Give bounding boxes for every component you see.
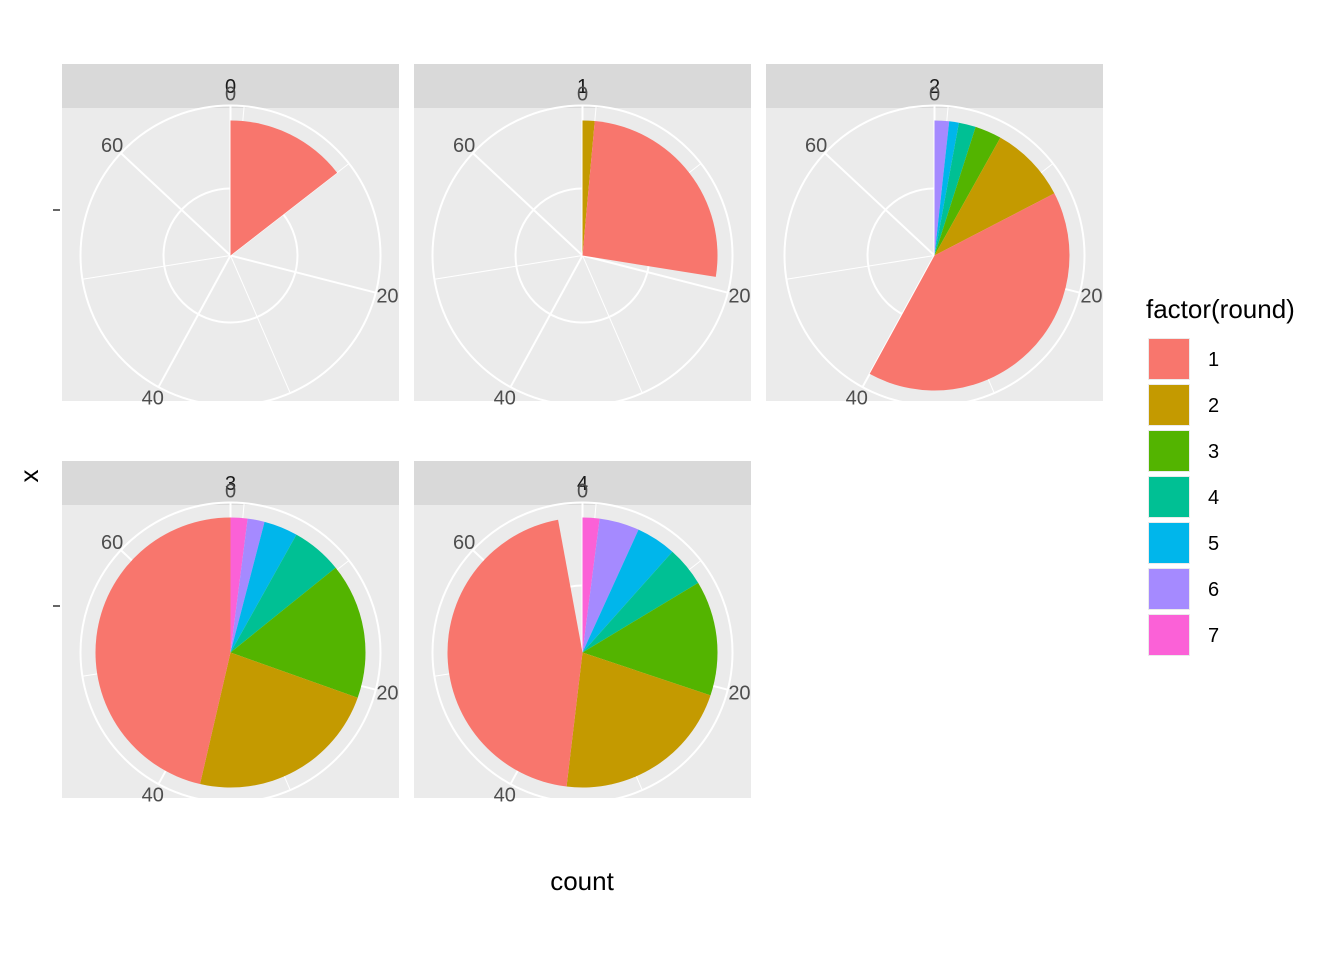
pie-slice-round-5	[582, 529, 673, 653]
facet-strip	[414, 461, 751, 505]
theta-tick-label: 0	[577, 84, 588, 106]
theta-tick-label: 0	[225, 481, 236, 503]
legend-entry-label: 5	[1208, 533, 1219, 555]
facet-strip-label: 2	[929, 76, 940, 98]
facet-panel-4: 40 20 40 60	[414, 461, 751, 807]
legend-entry-label: 2	[1208, 395, 1219, 417]
major-grid-line	[509, 255, 584, 388]
facet-panel-3: 30 20 40 60	[62, 461, 399, 807]
theta-tick-label: 20	[728, 286, 750, 308]
minor-grid-line	[434, 255, 583, 280]
major-grid-line	[230, 254, 377, 294]
minor-grid-line	[786, 255, 935, 280]
major-grid-line	[120, 152, 232, 257]
pie-slice-round-1	[95, 517, 231, 785]
theta-tick-label: 40	[142, 785, 164, 807]
facet-strip	[766, 64, 1103, 108]
legend-entry-label: 7	[1208, 625, 1219, 647]
facet-strip	[62, 64, 399, 108]
legend-entry-label: 6	[1208, 579, 1219, 601]
facet-strip-label: 0	[225, 76, 236, 98]
pie-slice-round-3	[230, 567, 366, 698]
pie-slice-round-2	[934, 137, 1055, 256]
theta-tick-label: 40	[142, 388, 164, 410]
pie-slice-round-1	[447, 519, 583, 787]
axes: count x	[14, 209, 615, 896]
pie-slice-round-3	[934, 126, 1001, 256]
legend-entry-label: 4	[1208, 487, 1219, 509]
legend-title: factor(round)	[1146, 294, 1295, 324]
pie-slice-round-6	[582, 518, 639, 653]
pie-slice-round-4	[582, 551, 699, 653]
legend-entry-label: 1	[1208, 349, 1219, 371]
outer-grid-circle	[79, 104, 382, 407]
theta-tick-label: 20	[728, 683, 750, 705]
minor-grid-line	[582, 255, 643, 394]
major-grid-line	[582, 254, 729, 294]
theta-tick-label: 60	[805, 135, 827, 157]
pie-slice-round-3	[582, 582, 718, 696]
y-axis-title: x	[14, 470, 44, 483]
outer-grid-circle	[783, 104, 1086, 407]
theta-tick-label: 20	[376, 683, 398, 705]
pie-slice-round-1	[230, 120, 338, 256]
legend-key-swatch	[1149, 385, 1189, 425]
pie-slice-round-2	[566, 652, 711, 788]
pie-slice-round-7	[230, 517, 248, 653]
pie-slice-round-4	[934, 122, 976, 256]
legend-key-swatch	[1149, 569, 1189, 609]
theta-tick-label: 60	[453, 532, 475, 554]
pie-slice-round-2	[582, 120, 595, 256]
major-grid-line	[824, 152, 936, 257]
minor-grid-line	[82, 255, 231, 280]
facet-strip-label: 4	[577, 473, 588, 495]
pie-slice-round-5	[230, 521, 297, 653]
x-axis-title: count	[550, 866, 614, 896]
pie-slice-round-6	[230, 518, 265, 653]
theta-tick-label: 20	[376, 286, 398, 308]
facet-panel-2: 20 20 40 60	[766, 64, 1103, 410]
legend-key-swatch	[1149, 615, 1189, 655]
theta-tick-label: 0	[577, 481, 588, 503]
pie-slice-round-7	[582, 517, 600, 653]
facet-strip	[414, 64, 751, 108]
major-grid-line	[472, 152, 584, 257]
major-grid-line	[157, 255, 232, 388]
legend-key-swatch	[1149, 339, 1189, 379]
theta-tick-label: 0	[929, 84, 940, 106]
theta-tick-label: 20	[1080, 286, 1102, 308]
theta-tick-label: 60	[101, 135, 123, 157]
pie-slice-round-1	[869, 193, 1070, 391]
facet-panel-1: 10 20 40 60	[414, 64, 751, 410]
outer-grid-circle	[431, 501, 734, 804]
outer-grid-circle	[79, 501, 382, 804]
minor-grid-line	[230, 255, 291, 394]
minor-grid-line	[230, 163, 350, 256]
pie-slice-round-2	[200, 652, 358, 788]
legend: factor(round) 1 2 3 4 5 6 7	[1146, 294, 1295, 656]
theta-tick-label: 40	[846, 388, 868, 410]
theta-tick-label: 0	[225, 84, 236, 106]
theta-tick-label: 40	[494, 388, 516, 410]
facet-strip	[62, 461, 399, 505]
pie-slice-round-4	[230, 534, 336, 653]
theta-tick-label: 40	[494, 785, 516, 807]
outer-grid-circle	[431, 104, 734, 407]
legend-entry-label: 3	[1208, 441, 1219, 463]
facet-panel-0: 00 20 40 60	[62, 64, 399, 410]
facet-strip-label: 3	[225, 473, 236, 495]
legend-key-swatch	[1149, 523, 1189, 563]
legend-key-swatch	[1149, 477, 1189, 517]
pie-slice-round-5	[934, 121, 959, 256]
legend-key-swatch	[1149, 431, 1189, 471]
pie-slice-round-1	[582, 121, 718, 277]
theta-tick-label: 60	[453, 135, 475, 157]
facet-strip-label: 1	[577, 76, 588, 98]
theta-tick-label: 60	[101, 532, 123, 554]
pie-slice-round-6	[934, 120, 950, 256]
